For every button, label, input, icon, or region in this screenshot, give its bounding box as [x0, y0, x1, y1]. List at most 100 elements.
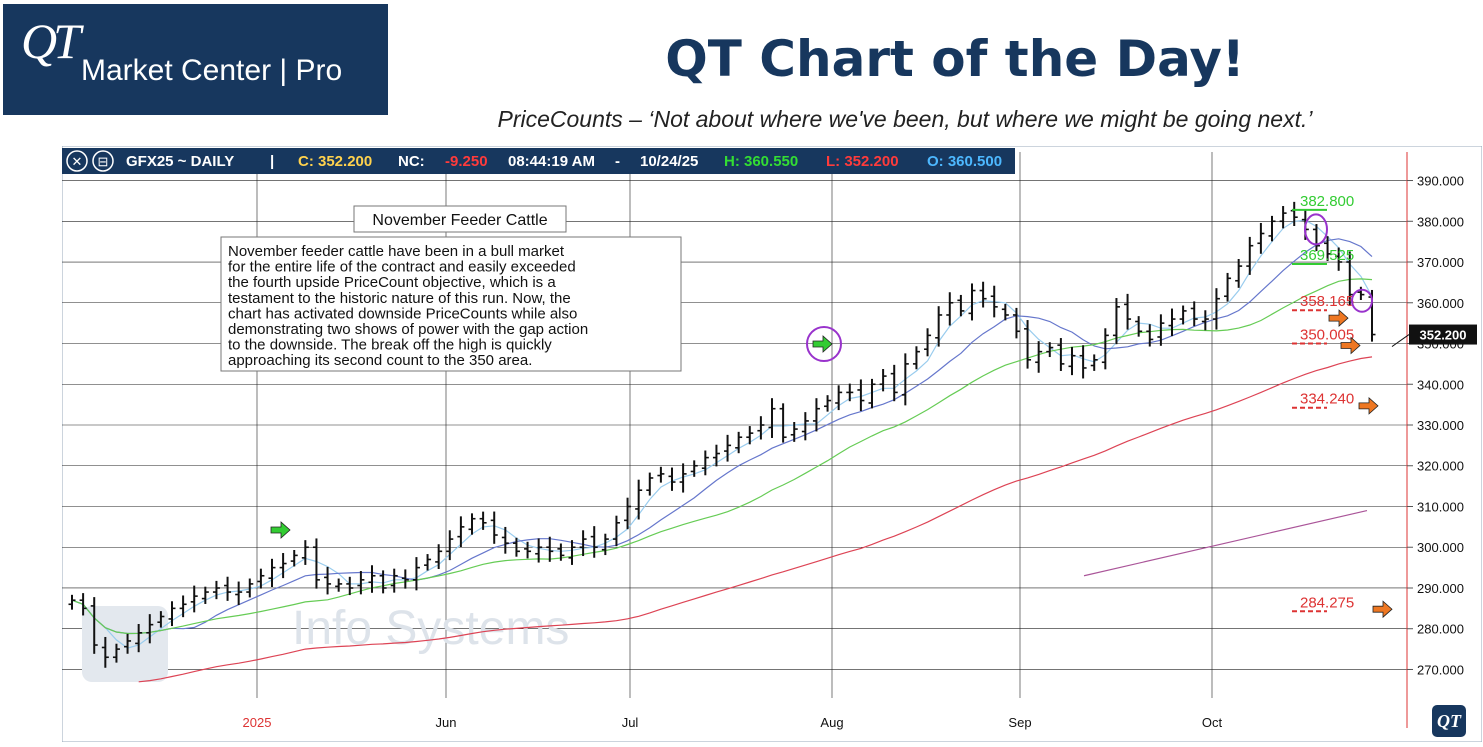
- ohlc-bar: [168, 601, 176, 627]
- ohlc-bar: [368, 565, 376, 593]
- price-count-label: 334.240: [1300, 391, 1354, 408]
- ohlc-bar: [390, 568, 398, 593]
- ohlc-bar: [412, 557, 420, 591]
- y-tick-label: 380.000: [1417, 214, 1464, 229]
- x-tick-label: Jul: [622, 715, 639, 730]
- ohlc-bar: [357, 571, 365, 595]
- ohlc-bar: [146, 614, 154, 644]
- ohlc-bar: [201, 586, 209, 604]
- toolbar-separator: |: [270, 153, 274, 170]
- toolbar-high: H: 360.550: [724, 153, 798, 170]
- price-count-label: 350.005: [1300, 326, 1354, 343]
- toolbar-dash: -: [615, 153, 620, 170]
- ohlc-bar: [1212, 288, 1220, 330]
- ohlc-bar: [101, 636, 109, 668]
- ohlc-bar: [968, 283, 976, 321]
- ohlc-bar: [435, 544, 443, 569]
- price-counts: 382.800 369.525 358.165 350.005 334.240 284.2…: [1292, 193, 1354, 613]
- ohlc-bar: [1168, 308, 1176, 337]
- annotation-title: November Feeder Cattle: [372, 212, 547, 229]
- y-tick-label: 290.000: [1417, 581, 1464, 596]
- ohlc-bar: [790, 421, 798, 442]
- y-tick-label: 280.000: [1417, 622, 1464, 637]
- ohlc-bar: [1112, 298, 1120, 345]
- ohlc-bar: [212, 580, 220, 600]
- y-tick-label: 300.000: [1417, 540, 1464, 555]
- ohlc-bar: [546, 536, 554, 562]
- ohlc-bar: [679, 463, 687, 493]
- ohlc-bar: [1179, 305, 1187, 325]
- price-count-label: 284.275: [1300, 594, 1354, 611]
- ohlc-bar: [1279, 206, 1287, 229]
- toolbar-bg: [62, 148, 1015, 174]
- last-price-leader: [1391, 334, 1410, 347]
- ohlc-bar: [568, 540, 576, 565]
- ohlc-bar: [1057, 338, 1065, 371]
- x-tick-label: Aug: [820, 715, 843, 730]
- toolbar-close: C: 352.200: [298, 153, 372, 170]
- arrow-up-signal: [270, 521, 291, 539]
- ohlc-bar: [335, 578, 343, 592]
- ohlc-bar: [646, 472, 654, 496]
- ohlc-bar: [501, 526, 509, 554]
- toolbar-symbol: GFX25 ~ DAILY: [126, 153, 234, 170]
- toolbar-time: 08:44:19 AM: [508, 153, 595, 170]
- minimize-icon[interactable]: [92, 150, 114, 172]
- ohlc-bar: [1335, 247, 1343, 271]
- ohlc-bar: [268, 558, 276, 588]
- ohlc-bar: [1268, 215, 1276, 242]
- y-tick-label: 340.000: [1417, 377, 1464, 392]
- ohlc-bar: [79, 593, 87, 616]
- price-chart[interactable]: 2025 Jun Jul Aug Sep Oct 270.000 280.000 290.00…: [61, 145, 1483, 743]
- ohlc-bar: [612, 515, 620, 547]
- arrow-down-target: [1358, 396, 1379, 415]
- ohlc-bar: [868, 378, 876, 409]
- ohlc-bar: [557, 543, 565, 561]
- ohlc-bar: [1324, 236, 1332, 261]
- annotation-body: November feeder cattle have been in a bu…: [228, 243, 588, 369]
- ohlc-bar: [1246, 236, 1254, 275]
- ohlc-bar: [157, 611, 165, 628]
- ohlc-bar: [657, 466, 665, 483]
- ohlc-bar: [112, 643, 120, 663]
- last-price-box: [1409, 324, 1477, 345]
- price-count-label: 369.525: [1300, 247, 1354, 264]
- close-icon[interactable]: [66, 150, 88, 172]
- ohlc-bar: [724, 434, 732, 462]
- ohlc-bar: [135, 624, 143, 653]
- arrow-down-target: [1372, 600, 1393, 619]
- ohlc-bar: [1157, 314, 1165, 346]
- ohlc-bar: [812, 398, 820, 432]
- y-tick-label: 330.000: [1417, 418, 1464, 433]
- ohlc-bar: [1190, 301, 1198, 327]
- ohlc-bar: [912, 346, 920, 370]
- ohlc-bar: [879, 369, 887, 392]
- ohlc-bar: [90, 597, 98, 654]
- ohlc-bar: [712, 444, 720, 467]
- ohlc-bar: [1201, 310, 1209, 331]
- ohlc-bar: [1012, 307, 1020, 339]
- ohlc-bar: [401, 569, 409, 589]
- ohlc-bar: [957, 294, 965, 317]
- watermark-logo: [82, 606, 168, 682]
- ohlc-bar: [757, 416, 765, 440]
- toolbar-open: O: 360.500: [927, 153, 1002, 170]
- ohlc-bar: [68, 594, 76, 610]
- ohlc-bar: [257, 568, 265, 589]
- annotation: November Feeder Cattle November feeder c…: [220, 205, 682, 372]
- ohlc-bar: [1235, 258, 1243, 288]
- ohlc-bar: [1101, 328, 1109, 370]
- ohlc-bar: [990, 285, 998, 318]
- page-title: QT Chart of the Day!: [665, 30, 1245, 88]
- ohlc-bar: [346, 576, 354, 596]
- ohlc-bar: [1257, 222, 1265, 254]
- ohlc-bar: [124, 633, 132, 654]
- ohlc-bar: [935, 306, 943, 347]
- ohlc-bar: [1079, 345, 1087, 379]
- ohlc-bar: [301, 540, 309, 565]
- chart-area[interactable]: 2025 Jun Jul Aug Sep Oct 270.000 280.000 290.00…: [61, 145, 1483, 743]
- ohlc-bar: [379, 570, 387, 594]
- minimize-icon-glyph: ⊟: [98, 154, 109, 169]
- ohlc-bar: [1001, 303, 1009, 321]
- x-tick-label: Oct: [1202, 715, 1223, 730]
